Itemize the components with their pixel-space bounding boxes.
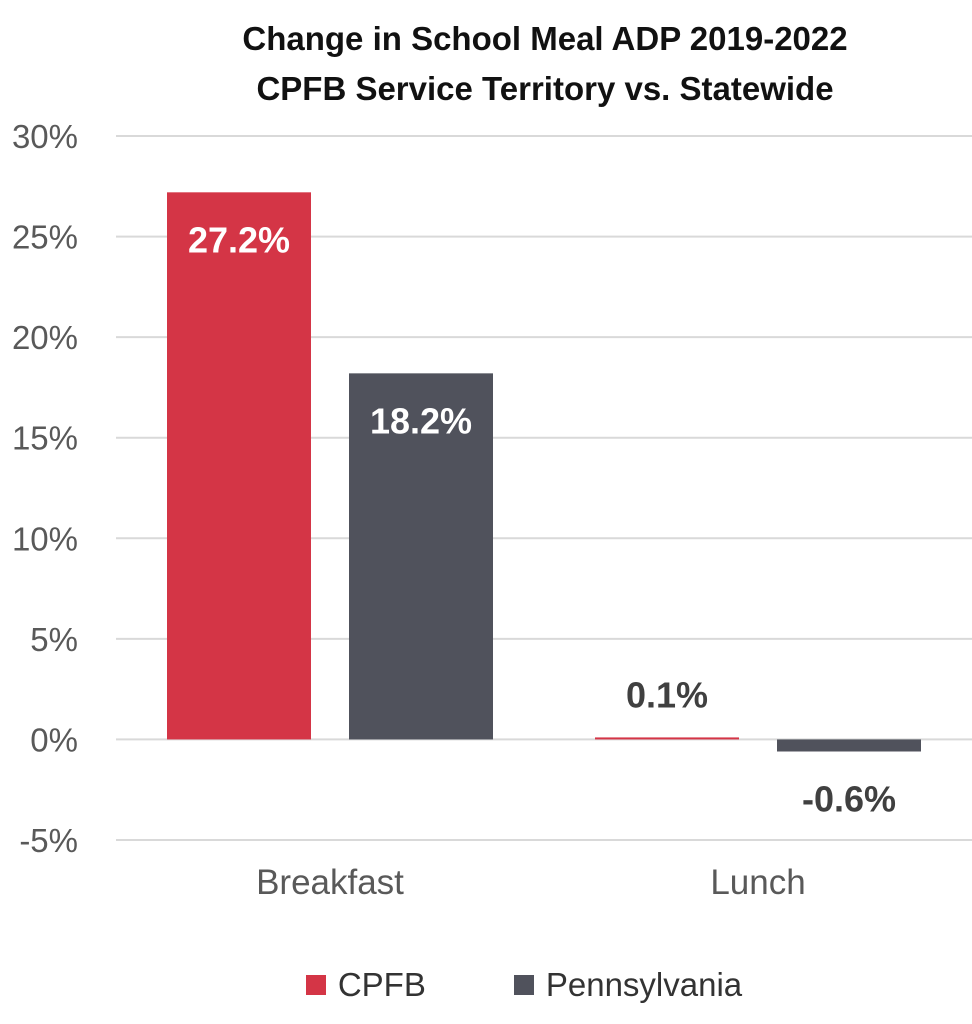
y-tick-label: 10% — [12, 520, 78, 557]
chart-title-line-2: CPFB Service Territory vs. Statewide — [256, 70, 834, 107]
legend-item-cpfb: CPFB — [305, 966, 426, 1004]
legend-item-pennsylvania: Pennsylvania — [513, 966, 743, 1004]
bar-cpfb-breakfast — [167, 192, 311, 740]
legend-label-pennsylvania: Pennsylvania — [545, 966, 743, 1003]
legend-swatch-cpfb — [305, 975, 326, 995]
data-label: 27.2% — [188, 219, 290, 260]
x-category-label: Lunch — [710, 863, 805, 902]
bar-cpfb-lunch — [595, 737, 739, 740]
chart-title-line-1: Change in School Meal ADP 2019-2022 — [242, 20, 848, 57]
y-tick-label: 30% — [12, 118, 78, 155]
y-tick-label: 20% — [12, 319, 78, 356]
bar-pennsylvania-lunch — [777, 739, 921, 752]
chart-legend: CPFB Pennsylvania — [0, 966, 972, 1004]
bar-chart: 30% 25% 20% 15% 10% 5% 0% -5% 27.2% 18.2% Breakfas… — [12, 118, 972, 902]
chart-title: Change in School Meal ADP 2019-2022 CPFB… — [0, 14, 972, 114]
x-category-label: Breakfast — [256, 863, 404, 902]
data-label: -0.6% — [802, 778, 896, 819]
y-tick-label: 5% — [30, 621, 78, 658]
data-label: 0.1% — [626, 674, 708, 715]
data-label: 18.2% — [370, 400, 472, 441]
legend-label-cpfb: CPFB — [337, 966, 426, 1003]
bar-pennsylvania-breakfast — [349, 373, 493, 740]
y-tick-label: -5% — [19, 822, 78, 859]
legend-swatch-pennsylvania — [513, 975, 534, 995]
y-tick-label: 15% — [12, 420, 78, 457]
y-tick-label: 25% — [12, 219, 78, 256]
y-tick-label: 0% — [30, 721, 78, 758]
